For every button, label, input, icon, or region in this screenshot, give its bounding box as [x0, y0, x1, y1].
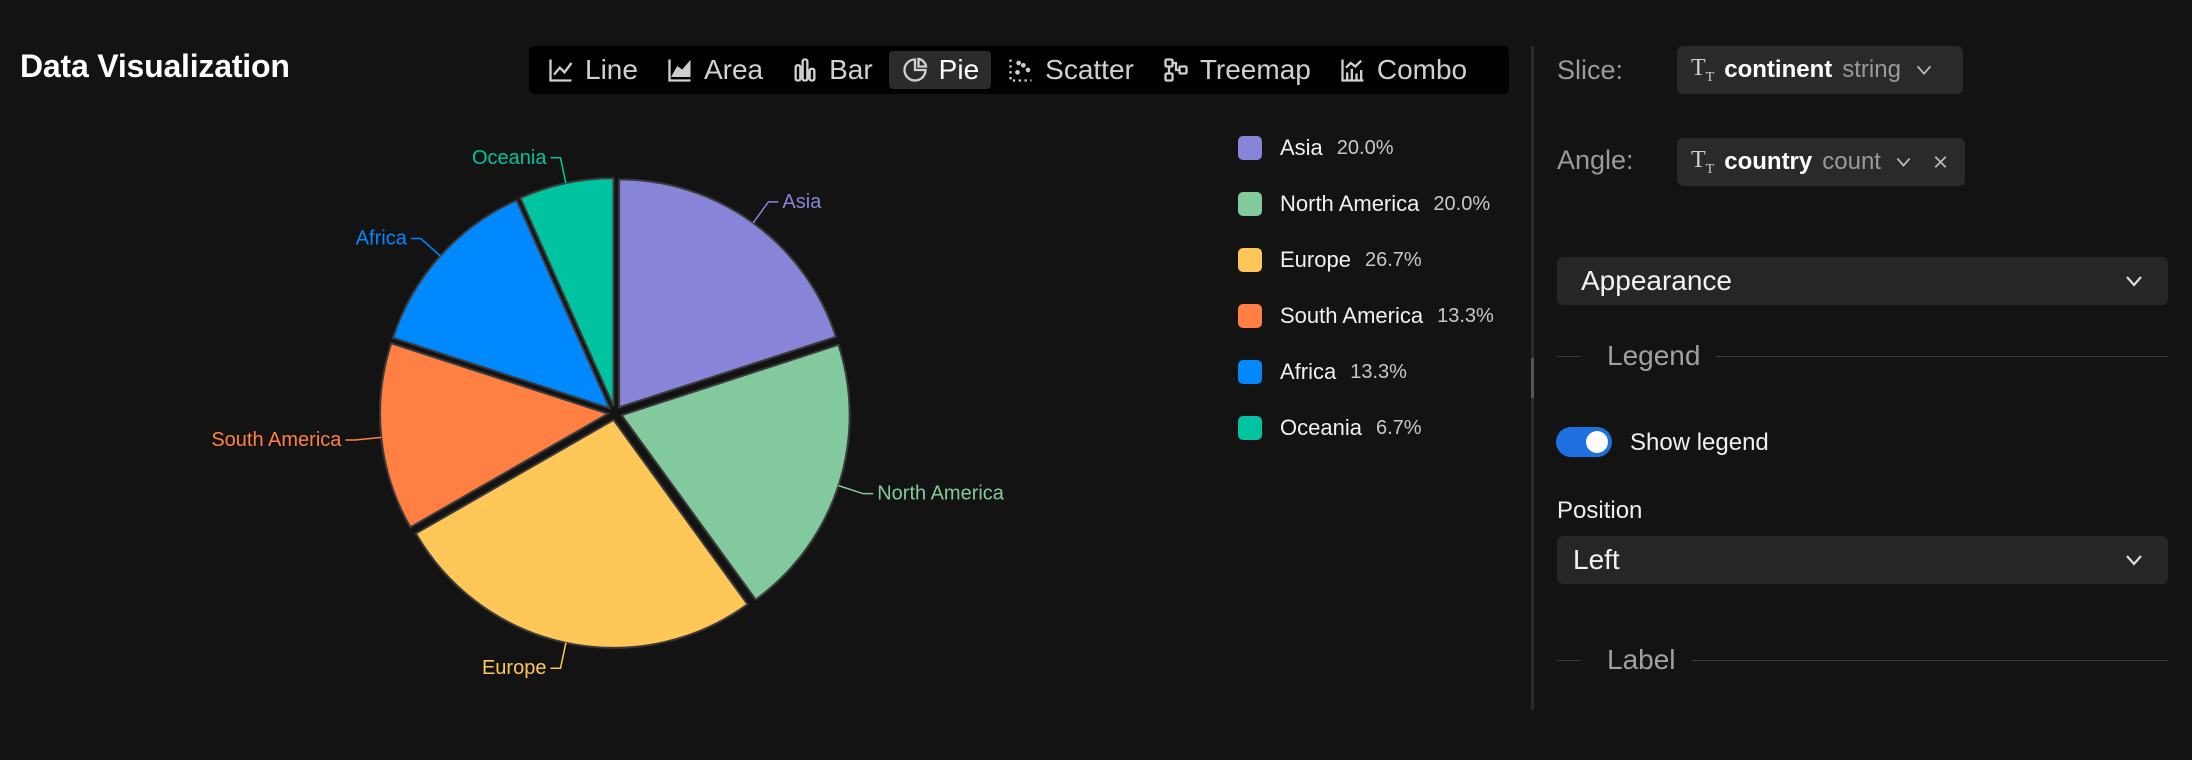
page-title: Data Visualization — [20, 48, 290, 84]
slice-field-type: string — [1842, 56, 1901, 83]
legend-item[interactable]: Africa 13.3% — [1238, 344, 1494, 400]
section-rule — [1557, 659, 1581, 661]
slice-field-name: continent — [1724, 56, 1833, 83]
chart-type-tabs: Line Area Bar Pie Scatter Treemap Combo — [529, 46, 1509, 94]
position-select[interactable]: Left — [1557, 536, 2168, 584]
chart-legend: Asia 20.0% North America 20.0% Europe 26… — [1238, 120, 1494, 456]
appearance-label: Appearance — [1581, 265, 1733, 296]
slice-label: Europe — [482, 657, 547, 679]
pie-slice-north-america[interactable] — [620, 343, 851, 602]
legend-section-title: Legend — [1607, 340, 1701, 371]
slice-label-line — [345, 436, 382, 441]
legend-swatch — [1238, 192, 1262, 216]
text-type-icon: TT — [1691, 54, 1715, 85]
chevron-down-icon — [2126, 276, 2142, 287]
position-value: Left — [1573, 544, 1620, 575]
slice-label: Oceania — [472, 147, 547, 169]
legend-item[interactable]: Oceania 6.7% — [1238, 400, 1494, 456]
legend-percent: 26.7% — [1364, 248, 1422, 271]
angle-field-type: count — [1822, 148, 1881, 175]
legend-percent: 20.0% — [1336, 136, 1394, 159]
tab-label: Pie — [938, 54, 980, 85]
tab-pie[interactable]: Pie — [888, 51, 992, 89]
legend-percent: 13.3% — [1437, 304, 1494, 327]
tab-combo[interactable]: Combo — [1327, 51, 1479, 89]
legend-swatch — [1238, 248, 1262, 272]
legend-label: Europe — [1280, 247, 1351, 272]
angle-field-name: country — [1724, 148, 1813, 175]
bar-chart-icon — [794, 58, 816, 82]
angle-field-select[interactable]: TT country count — [1677, 138, 1965, 186]
slice-field-select[interactable]: TT continent string — [1677, 46, 1963, 94]
pie-slice-europe[interactable] — [414, 418, 749, 649]
treemap-icon — [1164, 58, 1188, 82]
chevron-down-icon — [2126, 555, 2142, 566]
slice-label: Asia — [782, 191, 822, 213]
line-chart-icon — [549, 59, 573, 82]
tab-label: Combo — [1376, 54, 1468, 85]
legend-swatch — [1238, 416, 1262, 440]
slice-label: Slice: — [1557, 55, 1624, 85]
tab-label: Treemap — [1199, 54, 1311, 85]
legend-swatch — [1238, 304, 1262, 328]
label-section-header: Label — [1557, 644, 2168, 676]
legend-percent: 20.0% — [1433, 192, 1491, 215]
combo-chart-icon — [1341, 59, 1364, 82]
label-section-title: Label — [1607, 644, 1676, 675]
legend-section-header: Legend — [1557, 340, 2168, 372]
tab-line[interactable]: Line — [535, 51, 650, 89]
legend-swatch — [1238, 136, 1262, 160]
legend-item[interactable]: Asia 20.0% — [1238, 120, 1494, 176]
section-rule — [1716, 355, 2168, 357]
slice-label-line — [550, 157, 567, 184]
show-legend-toggle[interactable] — [1556, 427, 1612, 457]
close-icon[interactable] — [1930, 151, 1951, 173]
legend-label: Oceania — [1280, 415, 1362, 440]
slice-label-line — [752, 201, 779, 224]
toggle-knob — [1586, 431, 1608, 453]
chevron-down-icon — [1896, 157, 1911, 167]
tab-bar[interactable]: Bar — [779, 51, 885, 89]
tab-area[interactable]: Area — [654, 51, 775, 89]
scatter-chart-icon — [1009, 59, 1032, 82]
text-type-icon: TT — [1691, 146, 1715, 177]
tab-label: Area — [703, 54, 764, 85]
legend-swatch — [1238, 360, 1262, 384]
tab-label: Bar — [829, 54, 873, 85]
legend-item[interactable]: North America 20.0% — [1238, 176, 1494, 232]
slice-label: Africa — [356, 228, 408, 250]
tab-treemap[interactable]: Treemap — [1150, 51, 1323, 89]
show-legend-label: Show legend — [1630, 429, 1769, 456]
position-label: Position — [1557, 497, 1643, 524]
legend-percent: 6.7% — [1375, 416, 1422, 439]
legend-label: Africa — [1280, 359, 1337, 384]
tab-label: Line — [585, 54, 638, 85]
section-rule — [1691, 659, 2168, 661]
legend-label: South America — [1280, 303, 1424, 328]
legend-item[interactable]: South America 13.3% — [1238, 288, 1494, 344]
resize-handle[interactable] — [1531, 358, 1534, 398]
pie-slice-asia[interactable] — [618, 178, 838, 409]
section-rule — [1557, 355, 1581, 357]
legend-label: North America — [1280, 191, 1420, 216]
slice-label-line — [838, 484, 874, 495]
slice-label-line — [550, 642, 567, 669]
tab-scatter[interactable]: Scatter — [995, 51, 1146, 89]
appearance-accordion[interactable]: Appearance — [1557, 257, 2168, 305]
pie-chart-icon — [903, 57, 928, 82]
legend-item[interactable]: Europe 26.7% — [1238, 232, 1494, 288]
legend-percent: 13.3% — [1350, 360, 1407, 383]
legend-label: Asia — [1280, 135, 1323, 160]
slice-label-line — [410, 237, 441, 257]
angle-label: Angle: — [1557, 145, 1634, 175]
pie-chart: Asia North America Europe South America Afri… — [211, 147, 1005, 679]
tab-label: Scatter — [1045, 54, 1134, 85]
slice-label: South America — [211, 429, 342, 451]
area-chart-icon — [668, 59, 691, 82]
slice-label: North America — [877, 483, 1005, 505]
chevron-down-icon — [1916, 65, 1932, 76]
